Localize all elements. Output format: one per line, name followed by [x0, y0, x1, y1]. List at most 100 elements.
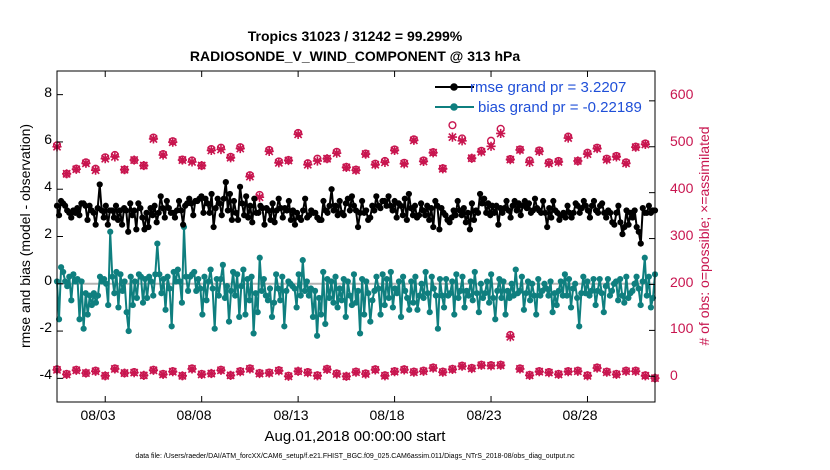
rmse-point — [491, 209, 498, 216]
bias-point — [338, 297, 345, 304]
bias-point — [383, 275, 390, 283]
obs_assimilated_low-point — [467, 363, 477, 374]
rmse-point — [507, 214, 514, 221]
bias-point — [344, 278, 351, 285]
bias-point — [576, 323, 583, 330]
obs_assimilated_high-point — [553, 157, 564, 167]
rmse-point — [145, 223, 152, 231]
obs_assimilated_low-point — [283, 371, 294, 381]
bias-point — [316, 294, 323, 302]
obs_assimilated_low-point — [129, 368, 139, 378]
obs_assimilated_low-point — [476, 360, 486, 370]
bias-point — [518, 273, 525, 280]
bias-point — [191, 268, 198, 276]
obs_assimilated_low-point — [139, 370, 149, 380]
bias-point — [375, 285, 382, 292]
bias-point — [490, 294, 497, 302]
obs_assimilated_low-point — [573, 366, 583, 376]
obs_assimilated_high-point — [110, 152, 120, 162]
ytick-left-label: 6 — [44, 131, 52, 147]
rmse-point — [342, 200, 349, 207]
obs_assimilated_low-point — [389, 367, 400, 377]
bias-point — [78, 278, 85, 285]
bias-point — [377, 311, 384, 318]
bias-point — [647, 304, 655, 311]
rmse-point — [354, 223, 362, 231]
rmse-point — [336, 197, 343, 205]
obs_assimilated_low-point — [332, 369, 342, 379]
obs_assimilated_high-point — [418, 156, 429, 167]
bias-point — [270, 299, 278, 306]
rmse-point — [232, 209, 240, 216]
obs_assimilated_high-point — [216, 144, 226, 155]
rmse-point — [206, 209, 213, 216]
bias-point — [301, 287, 308, 294]
obs_assimilated_high-point — [206, 145, 216, 156]
obs_assimilated_high-point — [62, 169, 72, 179]
rmse-point — [131, 207, 138, 214]
bias-point — [455, 294, 462, 302]
bias-point — [246, 297, 253, 304]
bias-point — [129, 301, 136, 309]
bias-point — [178, 299, 186, 306]
bias-point — [520, 306, 528, 313]
rmse-point — [302, 195, 309, 202]
rmse-point — [127, 200, 134, 207]
rmse-point — [470, 216, 478, 224]
bias-point — [332, 273, 339, 280]
obs_assimilated_low-point — [293, 366, 303, 376]
bias-point — [432, 292, 439, 299]
rmse-point — [190, 212, 197, 219]
bias-point — [264, 297, 272, 304]
bias-point — [586, 292, 593, 299]
bias-point — [162, 306, 169, 313]
obs_assimilated_high-point — [177, 155, 187, 165]
obs_assimilated_low-point — [611, 369, 622, 380]
rmse-point — [249, 219, 256, 226]
obs_assimilated_high-point — [611, 152, 622, 162]
bias-point — [619, 292, 626, 299]
rmse-point — [576, 209, 583, 216]
rmse-point — [350, 202, 358, 209]
bias-point — [363, 278, 370, 285]
rmse-point — [123, 207, 130, 214]
rmse-point — [220, 195, 227, 202]
rmse-point — [422, 212, 429, 219]
xtick-label: 08/03 — [80, 407, 115, 423]
bias-point — [256, 254, 263, 261]
bias-point — [326, 294, 333, 302]
obs_assimilated_high-point — [100, 154, 110, 164]
bias-point — [572, 280, 579, 287]
rmse-point — [420, 207, 427, 214]
obs_assimilated_high-point — [447, 132, 458, 142]
bias-point — [629, 287, 636, 294]
bias-point — [293, 304, 300, 311]
rmse-point — [129, 212, 136, 219]
rmse-point — [403, 216, 410, 224]
rmse-point — [405, 190, 412, 198]
rmse-point — [611, 221, 618, 228]
bias-point — [621, 299, 628, 306]
rmse-point — [90, 209, 97, 216]
obs_assimilated_high-point — [621, 158, 631, 168]
obs_assimilated_high-point — [380, 157, 390, 167]
obs_assimilated_high-point — [322, 154, 332, 164]
obs_possible_high-point — [448, 121, 457, 130]
obs_assimilated_high-point — [226, 153, 236, 163]
obs_assimilated_low-point — [90, 366, 101, 376]
rmse-point — [399, 212, 406, 219]
rmse-point — [326, 202, 333, 209]
rmse-point — [381, 197, 388, 205]
bias-point — [150, 292, 157, 299]
bias-point — [473, 290, 480, 297]
bias-point — [215, 292, 222, 299]
bias-point — [94, 292, 102, 299]
bias-point — [567, 304, 575, 311]
rmse-point — [139, 214, 146, 221]
rmse-point — [397, 202, 404, 209]
bias-point — [516, 287, 523, 294]
bias-point — [635, 285, 642, 292]
bias-point — [361, 311, 368, 318]
obs_assimilated_high-point — [438, 164, 448, 174]
bias-point — [76, 316, 83, 323]
